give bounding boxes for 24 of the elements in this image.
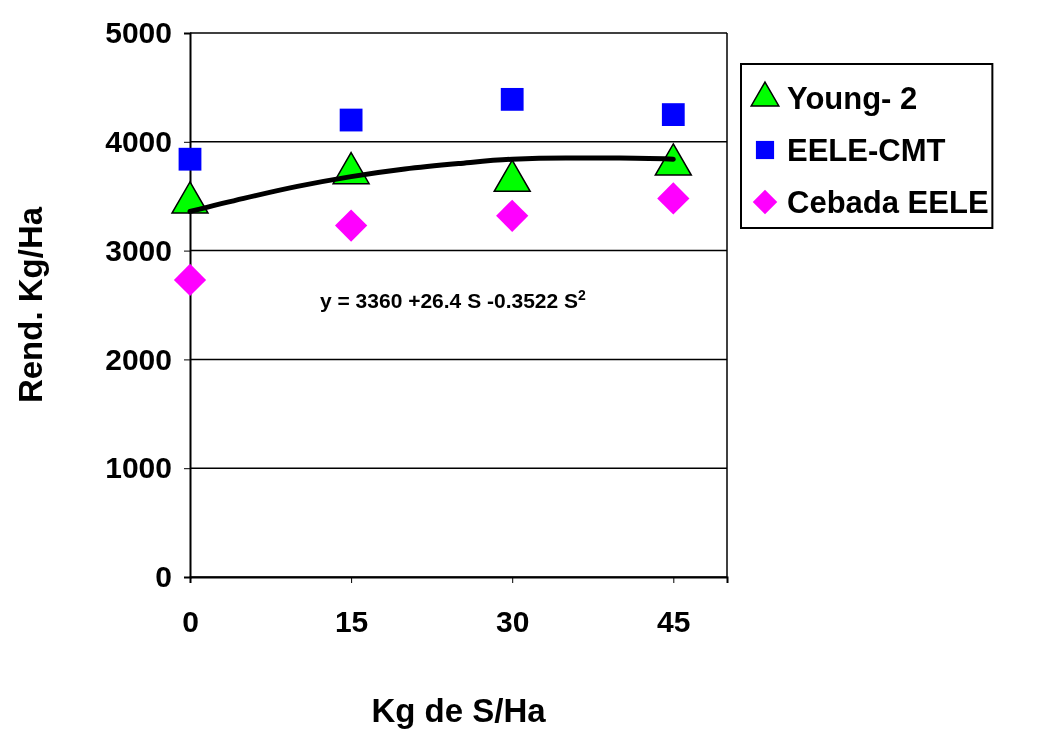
y-axis-title: Rend. Kg/Ha — [12, 206, 49, 404]
legend-label: Cebada EELE — [787, 185, 989, 220]
point — [500, 87, 524, 111]
point — [334, 209, 368, 242]
y-tick-label: 0 — [155, 560, 172, 594]
y-tick-label: 5000 — [105, 16, 172, 50]
annotation: y = 3360 +26.4 S -0.3522 S$^{2}$ — [320, 287, 587, 312]
legend-label: Young- 2 — [787, 81, 918, 116]
x-tick-label: 15 — [334, 605, 369, 639]
x-tick-label: 30 — [496, 605, 530, 639]
point — [657, 182, 690, 215]
point — [178, 147, 202, 171]
legend-label: EELE-CMT — [787, 133, 946, 168]
point — [661, 103, 685, 126]
point — [173, 263, 207, 297]
y-tick-label: 2000 — [105, 342, 172, 376]
point — [339, 108, 363, 132]
point — [496, 199, 529, 232]
y-tick-label: 3000 — [105, 233, 172, 267]
x-tick-label: 0 — [182, 605, 199, 639]
y-tick-label: 1000 — [105, 451, 172, 485]
y-tick-label: 4000 — [105, 124, 172, 158]
x-tick-label: 45 — [657, 605, 691, 639]
x-axis-title: Kg de S/Ha — [371, 692, 547, 729]
